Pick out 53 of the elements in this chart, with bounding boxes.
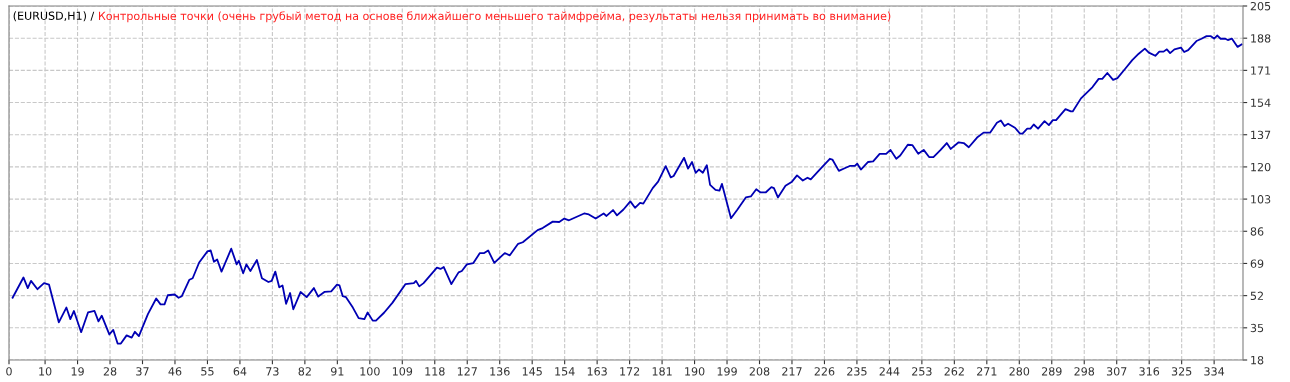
x-tick-label: 271 [977, 367, 997, 376]
x-tick-label: 55 [201, 367, 214, 376]
x-tick-label: 307 [1106, 367, 1127, 376]
y-tick-label: 205 [1250, 1, 1271, 11]
x-tick-label: 262 [944, 367, 964, 376]
x-tick-label: 253 [912, 367, 932, 376]
y-tick-label: 154 [1251, 98, 1271, 107]
x-tick-label: 289 [1041, 367, 1062, 376]
y-tick-label: 120 [1251, 162, 1271, 172]
x-tick-label: 127 [457, 367, 477, 376]
x-tick-label: 0 [6, 367, 12, 376]
y-tick-label: 69 [1250, 259, 1264, 268]
x-tick-label: 334 [1204, 367, 1225, 376]
x-tick-label: 235 [847, 367, 867, 376]
x-tick-label: 217 [782, 367, 802, 376]
x-tick-label: 208 [749, 367, 770, 376]
line-series [11, 34, 1243, 345]
x-tick-label: 64 [233, 367, 247, 376]
y-tick-label: 18 [1251, 355, 1264, 365]
x-tick-label: 109 [392, 367, 413, 376]
x-tick-label: 181 [652, 367, 672, 376]
x-tick-label: 46 [168, 367, 182, 376]
chart-title: (EURUSD,H1) / [13, 11, 95, 22]
x-tick-label: 199 [717, 367, 737, 376]
y-tick-label: 103 [1251, 195, 1271, 204]
y-tick-label: 86 [1250, 227, 1264, 236]
x-tick-label: 163 [587, 367, 607, 376]
y-tick-label: 188 [1251, 34, 1271, 43]
x-tick-label: 316 [1139, 367, 1160, 376]
y-tick-label: 137 [1251, 130, 1271, 140]
x-tick-label: 100 [360, 367, 380, 376]
y-tick-label: 171 [1251, 66, 1271, 75]
x-tick-label: 136 [490, 367, 510, 376]
x-tick-label: 226 [814, 367, 835, 376]
x-tick-label: 118 [425, 367, 445, 376]
x-tick-label: 73 [266, 367, 279, 376]
y-tick-label: 35 [1250, 323, 1264, 333]
x-tick-label: 190 [685, 367, 705, 376]
x-tick-label: 154 [555, 367, 575, 376]
y-tick-label: 52 [1250, 291, 1263, 301]
x-tick-label: 172 [620, 367, 640, 376]
x-tick-label: 91 [330, 367, 344, 376]
x-tick-label: 19 [71, 367, 84, 376]
x-tick-label: 37 [136, 367, 149, 376]
x-tick-label: 298 [1074, 367, 1095, 376]
x-tick-label: 280 [1009, 367, 1030, 376]
x-tick-label: 145 [522, 367, 542, 376]
x-tick-label: 82 [298, 367, 311, 376]
x-tick-label: 244 [879, 367, 900, 376]
chart-subtitle: Контрольные точки (очень грубый метод на основе ближайшего меньшего таймфрейма, результаты нельзя принимать во внимание) [98, 11, 891, 23]
x-tick-label: 10 [39, 367, 52, 376]
x-tick-label: 325 [1171, 367, 1192, 376]
x-tick-label: 28 [103, 367, 117, 376]
